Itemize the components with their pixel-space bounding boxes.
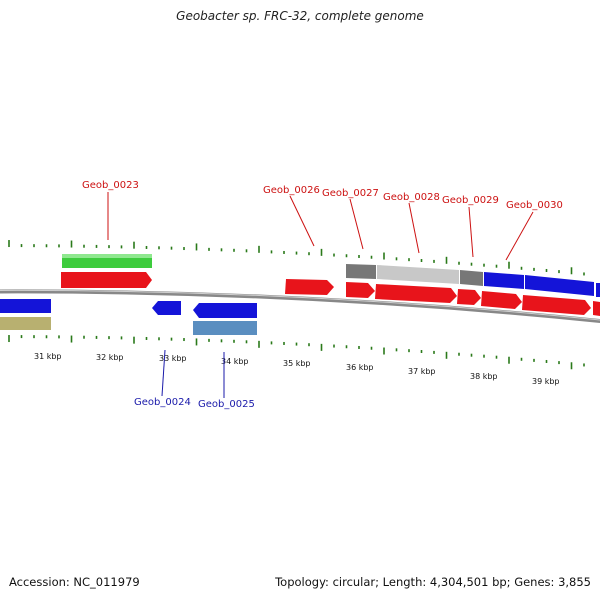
gene-label-geob-0023[interactable]: Geob_0023: [82, 180, 139, 240]
scale-label-37kbp: 37 kbp: [408, 367, 436, 376]
lightgrey-feature[interactable]: [377, 265, 459, 284]
gene-arrow-geob-0029[interactable]: [457, 289, 481, 305]
grey-feature-2[interactable]: [460, 270, 483, 286]
svg-text:Geob_0027: Geob_0027: [322, 188, 379, 199]
gene-label-geob-0028[interactable]: Geob_0028: [383, 192, 440, 254]
scale-label-33kbp: 33 kbp: [159, 354, 187, 363]
gene-arrow-red-8[interactable]: [593, 301, 600, 316]
svg-text:Geob_0024: Geob_0024: [134, 397, 191, 408]
svg-text:Geob_0029: Geob_0029: [442, 195, 499, 206]
gene-label-geob-0026[interactable]: Geob_0026: [263, 185, 320, 247]
blue-feature-2[interactable]: [525, 275, 594, 296]
gene-label-geob-0030[interactable]: Geob_0030: [505, 200, 563, 261]
blue-feature-1[interactable]: [484, 272, 524, 289]
svg-text:Geob_0030: Geob_0030: [506, 200, 563, 211]
gene-arrow-geob-0024[interactable]: [152, 301, 181, 315]
scale-label-36kbp: 36 kbp: [346, 363, 374, 372]
scale-label-35kbp: 35 kbp: [283, 359, 311, 368]
gene-label-geob-0025[interactable]: Geob_0025: [198, 352, 255, 410]
svg-text:Geob_0023: Geob_0023: [82, 180, 139, 191]
gene-label-geob-0027[interactable]: Geob_0027: [322, 188, 379, 250]
scale-label-32kbp: 32 kbp: [96, 353, 124, 362]
topology-summary-text: Topology: circular; Length: 4,304,501 bp…: [275, 575, 591, 589]
scale-label-31kbp: 31 kbp: [34, 352, 62, 361]
page-title: Geobacter sp. FRC-32, complete genome: [176, 9, 424, 23]
gene-arrow-geob-0028[interactable]: [375, 284, 457, 303]
scale-label-39kbp: 39 kbp: [532, 377, 560, 386]
gene-label-geob-0029[interactable]: Geob_0029: [442, 195, 499, 258]
gene-arrow-geob-0027[interactable]: [346, 282, 375, 298]
gene-arrow-red-7[interactable]: [522, 295, 591, 315]
svg-text:Geob_0028: Geob_0028: [383, 192, 440, 203]
gene-arrow-geob-0030[interactable]: [481, 291, 522, 309]
scale-label-34kbp: 34 kbp: [221, 357, 249, 366]
grey-feature-1[interactable]: [346, 264, 376, 279]
accession-text: Accession: NC_011979: [9, 575, 140, 589]
svg-text:Geob_0025: Geob_0025: [198, 399, 255, 410]
genome-backbone: [0, 289, 600, 323]
gene-arrow-geob-0026[interactable]: [285, 279, 334, 295]
gene-arrow-geob-0023[interactable]: [61, 272, 152, 288]
steelblue-feature[interactable]: [193, 321, 257, 335]
blue-feature-left[interactable]: [0, 299, 51, 313]
bottom-tick-marks: [8, 335, 585, 370]
gene-label-geob-0024[interactable]: Geob_0024: [134, 349, 191, 408]
genome-backbone-highlight: [0, 289, 600, 321]
green-feature-shine: [62, 254, 152, 258]
top-tick-marks: [8, 240, 585, 276]
gene-arrow-geob-0025[interactable]: [193, 303, 257, 318]
blue-feature-3[interactable]: [596, 283, 600, 297]
olive-feature-left[interactable]: [0, 317, 51, 330]
scale-label-38kbp: 38 kbp: [470, 372, 498, 381]
svg-text:Geob_0026: Geob_0026: [263, 185, 320, 196]
